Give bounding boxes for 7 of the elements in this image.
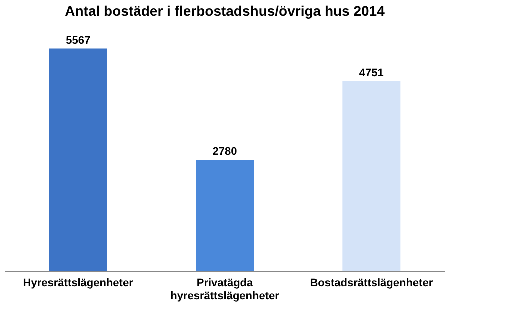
x-tick-label: Bostadsrättslägenheter: [310, 278, 434, 290]
x-tick-label: Hyresrättslägenheter: [23, 278, 134, 290]
chart-title: Antal bostäder i flerbostadshus/övriga hus 2014: [65, 3, 386, 19]
x-tick-label: Privatägda hyresrättslägenheter: [170, 278, 280, 302]
data-label: 2780: [212, 146, 238, 158]
data-label: 4751: [359, 67, 384, 80]
data-label: 5567: [66, 34, 91, 47]
